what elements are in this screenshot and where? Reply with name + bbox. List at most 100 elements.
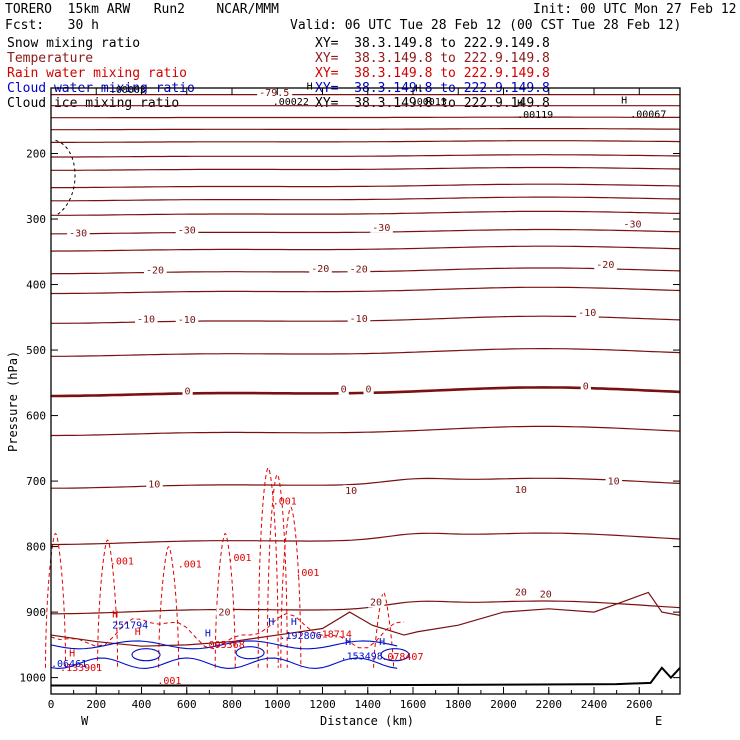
contour-label-0: -79.5 xyxy=(259,88,289,99)
rain-label-3: .001 xyxy=(273,497,297,508)
rain-plume-6 xyxy=(280,506,302,668)
contour-label-bg-15 xyxy=(363,383,374,395)
contour-label-bg-11 xyxy=(347,312,371,324)
rain-plume-3 xyxy=(214,532,236,668)
contour-label-bg-23 xyxy=(512,586,530,598)
contour-label-bg-22 xyxy=(368,596,385,608)
contour-label-12: -10 xyxy=(578,308,596,319)
snow-label-2: .00013 xyxy=(411,97,447,108)
h-marker-2: H xyxy=(517,98,523,109)
contour-label-bg-13 xyxy=(182,385,193,397)
contour-label-24: 20 xyxy=(540,590,552,601)
valid-time: Valid: 06 UTC Tue 28 Feb 12 (00 CST Tue … xyxy=(290,18,682,33)
h-marker-8: H xyxy=(345,637,351,648)
contour-label-9: -10 xyxy=(137,315,155,326)
legend-temperature-xy: XY= 38.3.149.8 to 222.9.149.8 xyxy=(315,51,550,66)
isotherm-17 xyxy=(51,425,681,437)
y-tick-label-1: 300 xyxy=(26,213,46,226)
terrain-surface xyxy=(51,666,681,687)
contour-label-20: 10 xyxy=(608,476,620,487)
rain-plume-1 xyxy=(97,539,119,668)
isotherm-13 xyxy=(51,286,681,295)
y-tick-label-8: 1000 xyxy=(20,672,47,685)
h-marker-4: H xyxy=(112,609,118,620)
x-tick-label-0: 0 xyxy=(48,698,55,711)
h-marker-3: H xyxy=(621,96,627,107)
rain-label-5: .001 xyxy=(157,676,181,687)
contour-label-bg-5 xyxy=(144,264,167,276)
contour-label-7: -20 xyxy=(350,265,368,276)
rain-label-7: .095368 xyxy=(203,640,245,651)
snow-label-1: .00022 xyxy=(273,97,309,108)
model-title: TORERO 15km ARW Run2 NCAR/MMM xyxy=(5,2,279,17)
contour-label-bg-12 xyxy=(576,306,599,318)
y-tick-label-4: 600 xyxy=(26,410,46,423)
x-axis-title: Distance (km) xyxy=(320,714,414,728)
x-tick-label-6: 1200 xyxy=(309,698,336,711)
rain-label-6: .133901 xyxy=(60,663,102,674)
x-tick-label-9: 1800 xyxy=(445,698,472,711)
contour-label-bg-18 xyxy=(343,485,360,497)
h-marker-10: H xyxy=(69,649,75,660)
snow-contour xyxy=(55,139,76,217)
rain-label-2: .001 xyxy=(227,553,251,564)
h-marker-7: H xyxy=(291,617,297,628)
isotherm-boundary-layer xyxy=(50,591,681,647)
contour-label-bg-10 xyxy=(175,314,199,326)
isotherm-20 xyxy=(51,600,681,615)
y-tick-label-0: 200 xyxy=(26,148,46,161)
isotherm-2 xyxy=(51,116,680,119)
legend-temperature-label: Temperature xyxy=(7,51,94,66)
x-tick-label-4: 800 xyxy=(222,698,242,711)
rain-plume-2 xyxy=(158,546,180,668)
contour-label-11: -10 xyxy=(350,314,368,325)
contour-label-5: -20 xyxy=(146,265,164,276)
isotherm-7 xyxy=(51,183,681,189)
cloud-water-cell-0 xyxy=(131,648,161,662)
legend-cloud-ice-label: Cloud ice mixing ratio xyxy=(7,96,180,111)
h-marker-6: H xyxy=(268,617,274,628)
contour-label-bg-20 xyxy=(605,475,622,487)
x-tick-label-13: 2600 xyxy=(626,698,653,711)
contour-label-bg-24 xyxy=(537,588,555,600)
legend-snow-xy: XY= 38.3.149.8 to 222.9.149.8 xyxy=(315,36,550,51)
x-tick-label-2: 400 xyxy=(132,698,152,711)
contour-label-6: -20 xyxy=(311,264,329,275)
contour-label-bg-19 xyxy=(512,483,530,495)
isotherm-15 xyxy=(51,348,681,357)
contour-label-bg-6 xyxy=(309,263,332,275)
contour-label-23: 20 xyxy=(515,588,527,599)
contour-label-16: 0 xyxy=(583,381,589,392)
isotherm-8 xyxy=(51,196,681,202)
contour-label-bg-3 xyxy=(370,221,393,233)
isotherm-19 xyxy=(51,532,681,546)
contour-label-22: 20 xyxy=(370,598,382,609)
x-tick-label-5: 1000 xyxy=(264,698,291,711)
isotherm-9 xyxy=(51,210,681,216)
legend-cloud-ice-xy: XY= 38.3.149.8 to 222.9.149.8 xyxy=(315,96,550,111)
rain-label-0: .001 xyxy=(110,556,134,567)
contour-label-15: 0 xyxy=(366,385,372,396)
contour-label-13: 0 xyxy=(184,387,190,398)
y-axis-title: Pressure (hPa) xyxy=(6,350,20,452)
contour-label-3: -30 xyxy=(372,223,390,234)
isotherm-6 xyxy=(51,166,681,171)
y-tick-label-7: 900 xyxy=(26,606,46,619)
y-tick-label-5: 700 xyxy=(26,475,46,488)
init-time: Init: 00 UTC Mon 27 Feb 12 xyxy=(533,2,737,17)
isotherm-10 xyxy=(51,228,681,235)
contour-label-bg-2 xyxy=(175,224,199,236)
contour-label-bg-4 xyxy=(621,218,645,230)
rain-plume-4 xyxy=(257,467,279,668)
y-tick-label-3: 500 xyxy=(26,344,46,357)
contour-label-bg-9 xyxy=(134,313,158,325)
legend-rain-xy: XY= 38.3.149.8 to 222.9.149.8 xyxy=(315,66,550,81)
contour-label-bg-17 xyxy=(146,478,163,490)
legend-snow-label: Snow mixing ratio xyxy=(7,36,141,51)
contour-label-2: -30 xyxy=(178,225,196,236)
contour-label-bg-21 xyxy=(216,606,233,618)
x-tick-label-12: 2400 xyxy=(581,698,608,711)
contour-label-1: -30 xyxy=(69,229,87,240)
contour-label-18: 10 xyxy=(345,486,357,497)
forecast-hour: Fcst: 30 h xyxy=(5,18,99,33)
